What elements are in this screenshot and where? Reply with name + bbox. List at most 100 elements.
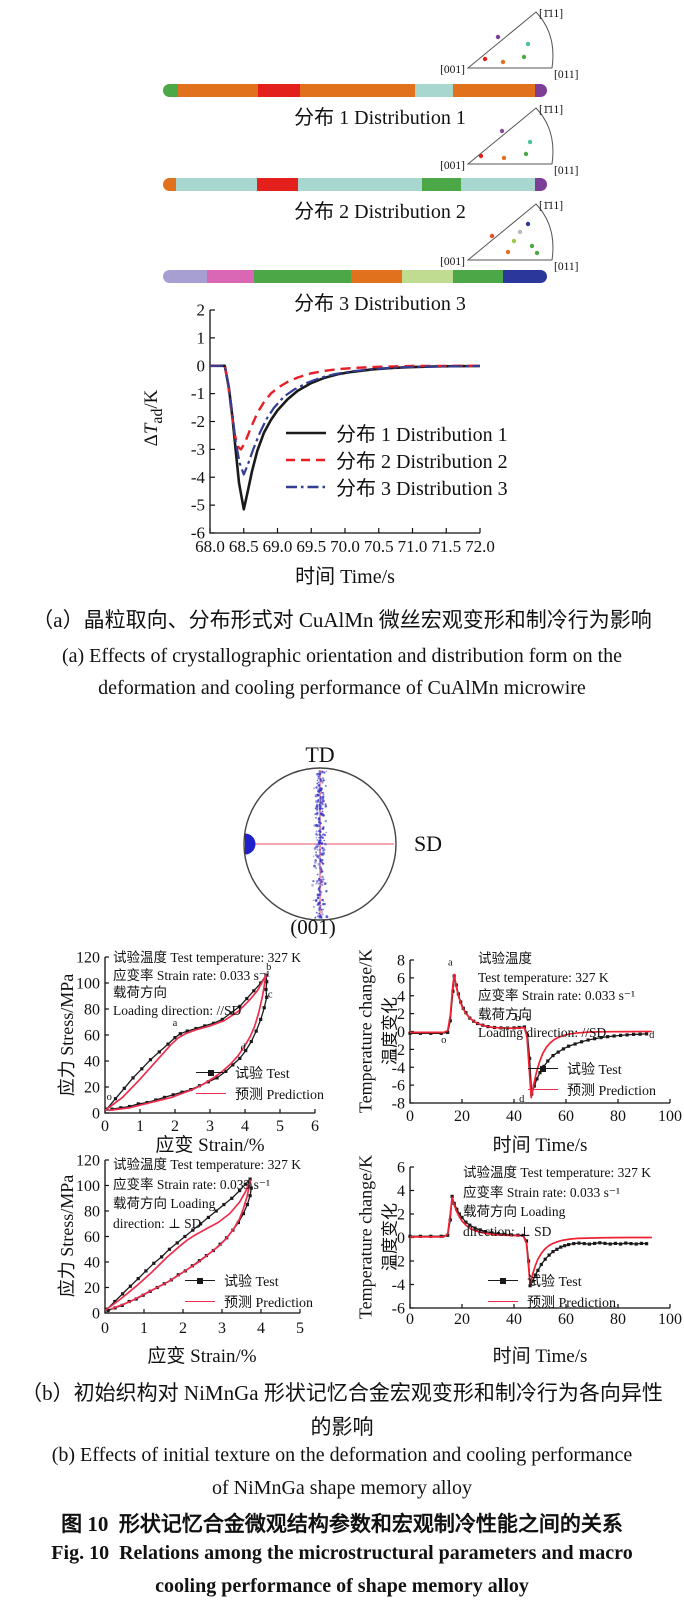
ipf-label-111: [1̄11]	[539, 200, 563, 212]
data-point-marker	[625, 1033, 629, 1037]
data-point-marker	[567, 1044, 571, 1048]
x-tick-label: 68.0	[195, 537, 225, 556]
data-point-marker	[563, 1244, 567, 1248]
data-point-marker	[418, 1031, 422, 1035]
scatter-point	[316, 838, 319, 841]
scatter-point	[314, 794, 318, 798]
scatter-point	[316, 782, 319, 785]
annotation-line: 载荷方向 Loading	[113, 1196, 216, 1211]
solid-line-sample-icon	[286, 431, 326, 434]
data-point-marker	[203, 1024, 207, 1028]
scatter-point	[315, 843, 318, 846]
scatter-point	[320, 871, 322, 874]
data-point-marker	[238, 1189, 242, 1193]
annotation-block: 试验温度 Test temperature: 327 K 应变率 Strain …	[478, 950, 635, 1043]
data-point-marker	[478, 1228, 482, 1232]
legend-label: 分布 1 Distribution 1	[336, 424, 508, 446]
data-point-marker	[599, 1036, 603, 1040]
stress-strain-perpendicular-chart: 0 1 2 3 4 5 0 20 40 60 80 100 120	[76, 1153, 304, 1338]
scatter-point	[318, 837, 320, 839]
data-point-marker	[127, 1104, 132, 1109]
subscript-ad: ad	[148, 408, 166, 424]
scatter-point	[325, 890, 328, 893]
scatter-point	[319, 882, 322, 885]
scatter-point	[317, 877, 321, 880]
y-tick-label: 80	[84, 1002, 100, 1019]
ipf-orientation-dot	[495, 34, 501, 40]
annotation-line: 应变率 Strain rate: 0.033 s⁻¹	[478, 988, 636, 1003]
data-point-marker	[587, 1242, 591, 1246]
data-point-marker	[211, 1021, 216, 1025]
annotation-line: 应变率 Strain rate: 0.033 s⁻¹	[113, 967, 271, 983]
scatter-point	[321, 898, 324, 901]
bar-segment	[163, 84, 178, 97]
data-point-marker	[473, 1226, 477, 1230]
data-point-marker	[606, 1035, 610, 1039]
y-tick-label: -6	[392, 1078, 405, 1095]
scatter-point	[325, 831, 327, 834]
scatter-point	[318, 906, 322, 910]
x-axis-label: 应变 Strain/%	[147, 1346, 257, 1367]
legend-label: 试验 Test	[567, 1062, 622, 1078]
legend-item: 预测 Prediction	[488, 1291, 616, 1312]
ipf-orientation-dot	[505, 249, 511, 255]
orientation-bar-3	[163, 270, 547, 283]
data-point-marker	[639, 1241, 643, 1245]
point-label: b	[515, 1013, 520, 1024]
annotation-line: Loading direction: //SD	[478, 1025, 607, 1040]
scatter-point	[317, 839, 319, 841]
scatter-point	[315, 832, 318, 836]
scatter-point	[323, 839, 326, 842]
point-label: o	[107, 1092, 112, 1103]
x-tick-label: 0	[406, 1311, 414, 1328]
bar-segment	[421, 178, 462, 191]
point-label: o	[441, 1035, 446, 1046]
data-point-marker	[175, 1241, 179, 1245]
ipf-label-001: [001]	[440, 64, 465, 76]
data-point-marker	[166, 1042, 170, 1046]
x-tick-label: 40	[506, 1108, 522, 1125]
sd-label: SD	[413, 831, 443, 856]
data-point-marker	[546, 1059, 550, 1063]
data-point-marker	[248, 1194, 252, 1198]
x-axis-label: 时间 Time/s	[492, 1135, 588, 1156]
data-point-marker	[249, 1039, 253, 1044]
scatter-point	[320, 802, 324, 805]
annotation-line: Test temperature: 327 K	[478, 969, 609, 985]
legend-item: 分布 3 Distribution 3	[285, 473, 508, 500]
bar-segment	[298, 178, 422, 191]
data-point-marker	[525, 1033, 530, 1037]
data-point-marker	[593, 1037, 597, 1041]
bar-segment	[257, 84, 300, 97]
y-axis-label: ΔTad/K	[141, 390, 167, 447]
scatter-point	[320, 812, 323, 815]
prediction-line-sample-icon	[528, 1089, 558, 1090]
x-tick-label: 20	[454, 1311, 470, 1328]
data-point-marker	[629, 1242, 633, 1246]
ipf-orientation-dot	[501, 155, 507, 161]
data-point-marker	[110, 1107, 114, 1111]
scatter-point	[316, 873, 319, 876]
x-tick-label: 2	[171, 1118, 179, 1135]
bar-segment	[299, 84, 415, 97]
scatter-point	[317, 914, 320, 916]
y-tick-label: 120	[76, 1153, 100, 1170]
scatter-point	[322, 881, 324, 883]
figure-title-zh: 图 10 形状记忆合金微观结构参数和宏观制冷性能之间的关系	[61, 1512, 623, 1536]
data-point-marker	[144, 1269, 148, 1273]
ipf-orientation-dot	[525, 221, 531, 227]
scatter-point	[315, 812, 319, 816]
scatter-point	[319, 798, 322, 802]
dashed-line-sample-icon	[286, 458, 326, 461]
scatter-point	[323, 771, 325, 774]
scatter-point	[321, 862, 325, 865]
x-tick-label: 69.5	[296, 537, 326, 556]
bar-segment	[207, 270, 254, 283]
data-point-marker	[171, 1093, 175, 1097]
data-point-marker	[408, 1031, 412, 1035]
x-tick-label: 70.5	[364, 537, 394, 556]
scatter-point	[316, 825, 318, 828]
scatter-point	[318, 806, 322, 810]
scatter-point	[322, 851, 325, 855]
annotation-line: direction: ⊥ SD	[463, 1223, 552, 1239]
